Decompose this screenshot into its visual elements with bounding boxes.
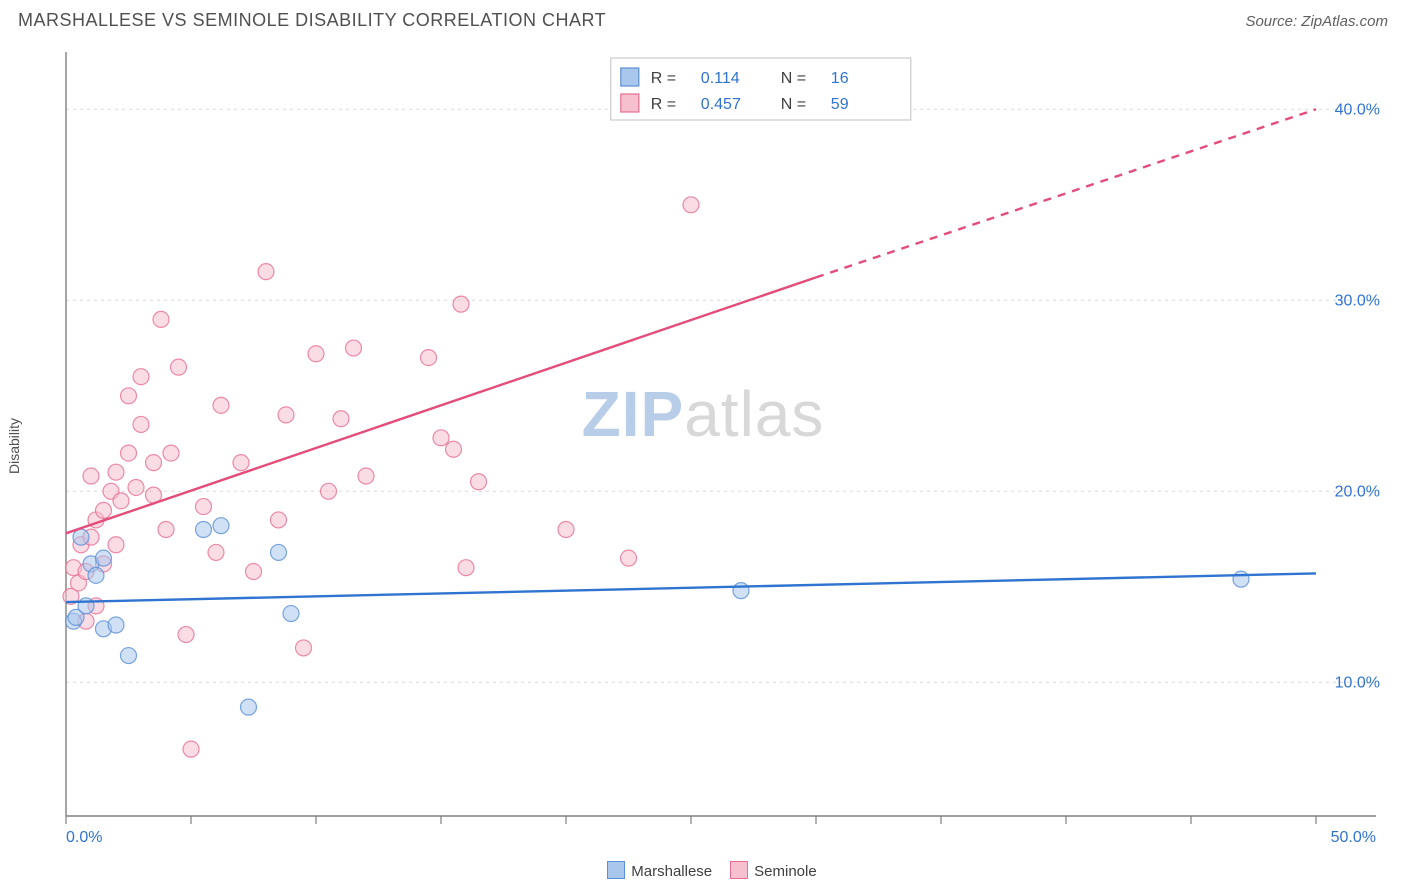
svg-text:40.0%: 40.0% [1335,101,1380,118]
legend-swatch [607,861,625,879]
chart-area: Disability 10.0%20.0%30.0%40.0%0.0%50.0%… [18,42,1388,850]
svg-text:N =: N = [781,96,806,113]
svg-text:0.0%: 0.0% [66,829,102,846]
legend-label: Seminole [754,863,817,880]
svg-text:0.114: 0.114 [701,70,740,87]
svg-text:50.0%: 50.0% [1331,829,1376,846]
svg-text:10.0%: 10.0% [1335,674,1380,691]
chart-title: MARSHALLESE VS SEMINOLE DISABILITY CORRE… [18,10,606,31]
svg-text:R =: R = [651,96,676,113]
legend-label: Marshallese [631,863,712,880]
legend-swatch [730,861,748,879]
chart-source: Source: ZipAtlas.com [1245,13,1388,30]
svg-text:30.0%: 30.0% [1335,292,1380,309]
svg-text:R =: R = [651,70,676,87]
svg-text:16: 16 [831,70,849,87]
svg-text:N =: N = [781,70,806,87]
scatter-plot: 10.0% 20.0% 30.0% 40.0% 0.0% 50.0% R = 0.114 N =… [48,42,1388,850]
x-legend: Marshallese Seminole [0,861,1406,880]
svg-text:20.0%: 20.0% [1335,483,1380,500]
y-axis-label: Disability [6,418,22,474]
svg-text:59: 59 [831,96,849,113]
svg-text:0.457: 0.457 [701,96,741,113]
